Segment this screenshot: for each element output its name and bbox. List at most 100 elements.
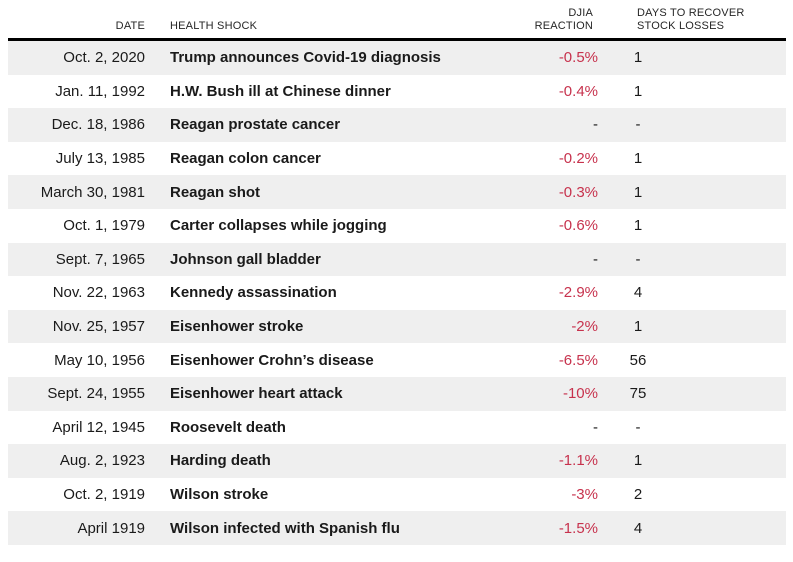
days-value: - — [635, 250, 641, 268]
days-value: 1 — [633, 318, 643, 336]
days-to-recover-cell: - — [598, 116, 786, 133]
column-header-health-shock-label: HEALTH SHOCK — [170, 20, 258, 32]
date-cell: Dec. 18, 1986 — [51, 116, 145, 134]
djia-reaction-cell: -3% — [571, 486, 598, 504]
days-value: 1 — [633, 82, 643, 100]
days-to-recover-cell: 1 — [598, 318, 786, 335]
date-cell: Nov. 22, 1963 — [52, 284, 145, 302]
health-shock-cell: Trump announces Covid-19 diagnosis — [170, 49, 441, 67]
days-value: 1 — [633, 183, 643, 201]
days-value: 4 — [633, 519, 643, 537]
health-shock-cell: Carter collapses while jogging — [170, 217, 387, 235]
days-to-recover-cell: 1 — [598, 184, 786, 201]
table-row: Nov. 22, 1963 Kennedy assassination -2.9… — [8, 276, 786, 310]
djia-reaction-cell: - — [593, 116, 598, 134]
days-to-recover-cell: 4 — [598, 520, 786, 537]
days-value: 1 — [633, 452, 643, 470]
table-header: DATE HEALTH SHOCK DJIA REACTION DAYS TO … — [8, 0, 786, 41]
date-cell: Oct. 1, 1979 — [63, 217, 145, 235]
days-value: 1 — [633, 150, 643, 168]
days-to-recover-cell: 1 — [598, 150, 786, 167]
health-shock-cell: H.W. Bush ill at Chinese dinner — [170, 82, 391, 100]
health-shock-cell: Johnson gall bladder — [170, 250, 321, 268]
column-header-djia-line2: REACTION — [534, 20, 593, 32]
column-header-date: DATE — [8, 20, 148, 33]
health-shock-cell: Eisenhower Crohn’s disease — [170, 351, 374, 369]
health-shock-cell: Eisenhower heart attack — [170, 385, 343, 403]
date-cell: May 10, 1956 — [54, 351, 145, 369]
table-row: Jan. 11, 1992 H.W. Bush ill at Chinese d… — [8, 75, 786, 109]
djia-reaction-cell: -0.6% — [558, 217, 598, 235]
days-value: 2 — [633, 486, 643, 504]
table: DATE HEALTH SHOCK DJIA REACTION DAYS TO … — [8, 0, 786, 545]
table-row: Oct. 1, 1979 Carter collapses while jogg… — [8, 209, 786, 243]
table-row: Aug. 2, 1923 Harding death -1.1% 1 — [8, 444, 786, 478]
table-body: Oct. 2, 2020 Trump announces Covid-19 di… — [8, 41, 786, 545]
date-cell: Nov. 25, 1957 — [52, 318, 145, 336]
health-shock-cell: Roosevelt death — [170, 418, 286, 436]
health-shock-cell: Wilson stroke — [170, 486, 269, 504]
djia-reaction-cell: -0.5% — [558, 49, 598, 67]
days-to-recover-cell: 4 — [598, 284, 786, 301]
djia-reaction-cell: -0.2% — [558, 150, 598, 168]
days-to-recover-cell: 1 — [598, 217, 786, 234]
djia-reaction-cell: -6.5% — [558, 351, 598, 369]
column-header-days-to-recover: DAYS TO RECOVER STOCK LOSSES — [598, 7, 786, 33]
column-header-date-label: DATE — [115, 20, 145, 32]
days-value: 1 — [633, 217, 643, 235]
djia-reaction-cell: -0.4% — [558, 82, 598, 100]
column-header-health-shock: HEALTH SHOCK — [148, 20, 528, 33]
health-shock-cell: Reagan prostate cancer — [170, 116, 341, 134]
days-value: 1 — [633, 49, 643, 67]
date-cell: July 13, 1985 — [55, 150, 145, 168]
days-to-recover-cell: 1 — [598, 49, 786, 66]
health-shock-cell: Harding death — [170, 452, 271, 470]
date-cell: Sept. 7, 1965 — [55, 250, 145, 268]
table-row: Sept. 24, 1955 Eisenhower heart attack -… — [8, 376, 786, 411]
health-shock-cell: Reagan shot — [170, 183, 261, 201]
column-header-djia-line1: DJIA — [568, 7, 593, 19]
table-row: May 10, 1956 Eisenhower Crohn’s disease … — [8, 343, 786, 377]
days-to-recover-cell: 1 — [598, 452, 786, 469]
date-cell: Jan. 11, 1992 — [55, 82, 145, 100]
djia-reaction-cell: -2% — [571, 318, 598, 336]
date-cell: Sept. 24, 1955 — [47, 385, 145, 403]
days-to-recover-cell: - — [598, 419, 786, 436]
table-row: Sept. 7, 1965 Johnson gall bladder - - — [8, 242, 786, 277]
column-header-days-line1: DAYS TO RECOVER — [637, 7, 745, 19]
days-to-recover-cell: 56 — [598, 352, 786, 369]
days-to-recover-cell: - — [598, 251, 786, 268]
djia-reaction-cell: -2.9% — [558, 284, 598, 302]
days-value: 75 — [629, 385, 647, 403]
table-row: Dec. 18, 1986 Reagan prostate cancer - - — [8, 108, 786, 142]
health-shock-cell: Kennedy assassination — [170, 284, 337, 302]
date-cell: Oct. 2, 1919 — [63, 486, 145, 504]
djia-reaction-cell: -1.5% — [558, 519, 598, 537]
date-cell: April 1919 — [77, 519, 145, 537]
djia-reaction-cell: -0.3% — [558, 183, 598, 201]
days-value: 4 — [633, 284, 643, 302]
table-row: April 12, 1945 Roosevelt death - - — [8, 411, 786, 445]
table-row: July 13, 1985 Reagan colon cancer -0.2% … — [8, 142, 786, 176]
djia-reaction-cell: -10% — [562, 385, 598, 403]
days-to-recover-cell: 2 — [598, 486, 786, 503]
health-shock-cell: Wilson infected with Spanish flu — [170, 519, 400, 537]
days-value: - — [635, 418, 641, 436]
date-cell: March 30, 1981 — [40, 183, 145, 201]
date-cell: Oct. 2, 2020 — [63, 49, 145, 67]
table-row: Oct. 2, 1919 Wilson stroke -3% 2 — [8, 478, 786, 512]
djia-reaction-cell: -1.1% — [558, 452, 598, 470]
date-cell: Aug. 2, 1923 — [59, 452, 145, 470]
table-row: Oct. 2, 2020 Trump announces Covid-19 di… — [8, 41, 786, 75]
djia-reaction-cell: - — [593, 250, 598, 268]
date-cell: April 12, 1945 — [52, 418, 145, 436]
table-row: Nov. 25, 1957 Eisenhower stroke -2% 1 — [8, 309, 786, 344]
column-header-days-line2: STOCK LOSSES — [637, 20, 725, 32]
health-shock-cell: Reagan colon cancer — [170, 150, 321, 168]
days-to-recover-cell: 1 — [598, 83, 786, 100]
days-to-recover-cell: 75 — [598, 385, 786, 402]
table-row: March 30, 1981 Reagan shot -0.3% 1 — [8, 175, 786, 209]
djia-reaction-cell: - — [593, 418, 598, 436]
days-value: 56 — [629, 351, 647, 369]
